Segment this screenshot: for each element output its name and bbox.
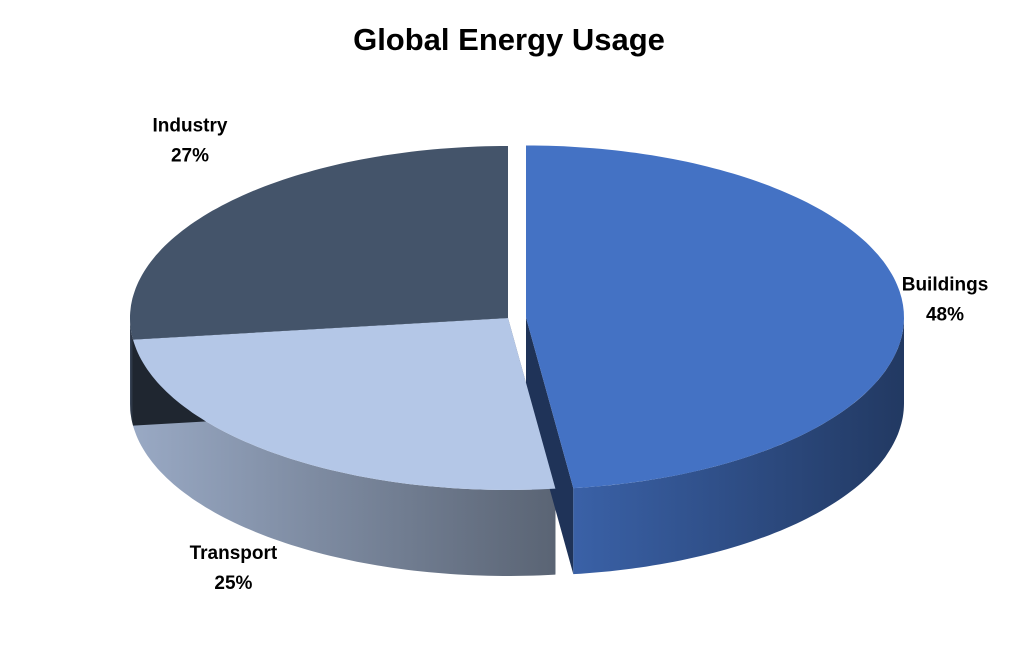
pie-slice xyxy=(130,146,508,340)
pie-slice xyxy=(526,145,904,489)
data-label-name: Industry xyxy=(153,115,228,136)
chart-title: Global Energy Usage xyxy=(353,22,665,57)
data-label-name: Transport xyxy=(190,543,278,564)
pie-slice xyxy=(133,318,556,490)
data-label-value: 27% xyxy=(171,145,209,166)
slice-wall xyxy=(573,317,904,575)
data-label-name: Buildings xyxy=(902,275,989,296)
slice-side-face xyxy=(526,317,574,575)
data-label-value: 48% xyxy=(926,305,964,326)
data-label-value: 25% xyxy=(214,573,252,594)
slice-wall xyxy=(133,339,556,576)
slice-wall xyxy=(130,318,133,426)
